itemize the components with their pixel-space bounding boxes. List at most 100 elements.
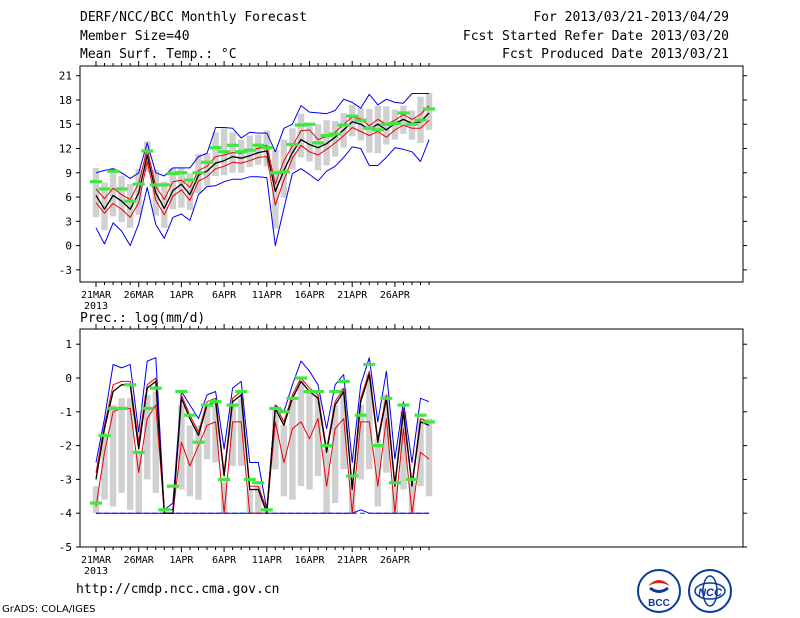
prec-spread-box bbox=[357, 405, 364, 480]
prec-obs-marker bbox=[294, 376, 307, 380]
temp-spread-box bbox=[289, 128, 296, 170]
prec-spread-box bbox=[178, 405, 185, 490]
temp-spread-box bbox=[349, 104, 356, 137]
temp-xtick-label: 11APR bbox=[252, 290, 283, 301]
temp-year-label: 2013 bbox=[84, 301, 108, 312]
temp-obs-marker bbox=[380, 122, 393, 126]
prec-obs-marker bbox=[397, 403, 410, 407]
temp-obs-marker bbox=[218, 150, 231, 154]
prec-obs-marker bbox=[235, 389, 248, 394]
prec-spread-box bbox=[195, 425, 202, 500]
prec-xtick-label: 1APR bbox=[169, 555, 194, 566]
prec-spread-box bbox=[400, 411, 407, 490]
prec-obs-marker bbox=[303, 389, 316, 394]
prec-spread-box bbox=[331, 405, 339, 504]
ncc-logo-text: NCC bbox=[698, 587, 723, 599]
temp-obs-marker bbox=[414, 118, 427, 122]
prec-ytick-label: -4 bbox=[59, 507, 73, 520]
prec-obs-marker bbox=[218, 477, 231, 482]
footer-url[interactable]: http://cmdp.ncc.cma.gov.cn bbox=[76, 582, 280, 597]
temp-obs-marker bbox=[201, 160, 214, 164]
prec-spread-box bbox=[101, 435, 108, 500]
prec-lower-line bbox=[95, 404, 430, 514]
prec-xtick-label: 26APR bbox=[380, 555, 411, 566]
prec-spread-box bbox=[212, 401, 219, 463]
bcc-logo-text: BCC bbox=[648, 598, 670, 609]
temp-spread-box bbox=[366, 108, 373, 153]
temp-obs-marker bbox=[235, 150, 248, 154]
prec-obs-marker bbox=[243, 477, 256, 482]
temp-obs-marker bbox=[277, 170, 290, 174]
temp-spread-box bbox=[169, 167, 177, 210]
temp-ytick-label: 0 bbox=[65, 240, 72, 253]
prec-obs-marker bbox=[380, 396, 393, 400]
temp-obs-marker bbox=[423, 107, 436, 111]
prec-obs-marker bbox=[277, 410, 290, 414]
temp-ytick-label: 21 bbox=[59, 70, 72, 83]
temp-obs-marker bbox=[346, 114, 359, 118]
prec-spread-box bbox=[425, 418, 433, 497]
forecast-period: For 2013/03/21-2013/04/29 bbox=[533, 10, 729, 25]
prec-max-line bbox=[95, 357, 430, 511]
prec-obs-marker bbox=[320, 444, 333, 448]
temp-max-line bbox=[95, 93, 430, 179]
temp-obs-marker bbox=[405, 122, 418, 126]
temp-obs-marker bbox=[312, 141, 325, 145]
prec-spread-box bbox=[92, 486, 100, 514]
temp-xtick-label: 21APR bbox=[337, 290, 368, 301]
temp-obs-marker bbox=[175, 171, 188, 175]
prec-title: Prec.: log(mm/d) bbox=[80, 311, 205, 326]
prec-obs-marker bbox=[423, 420, 436, 424]
temp-spread-box bbox=[280, 139, 288, 198]
temp-xtick-label: 16APR bbox=[294, 290, 325, 301]
prec-obs-marker bbox=[260, 508, 273, 512]
prec-spread-box bbox=[220, 482, 228, 514]
prec-obs-marker bbox=[269, 406, 282, 411]
temp-spread-box bbox=[178, 167, 185, 208]
temp-spread-box bbox=[323, 120, 330, 166]
prec-spread-box bbox=[109, 405, 117, 507]
temp-spread-box bbox=[425, 92, 433, 130]
prec-obs-marker bbox=[329, 389, 342, 394]
prec-ytick-label: 1 bbox=[65, 338, 72, 351]
prec-obs-marker bbox=[192, 440, 205, 444]
prec-xtick-label: 16APR bbox=[294, 555, 325, 566]
prec-obs-marker bbox=[201, 403, 214, 407]
prec-obs-marker bbox=[141, 406, 154, 411]
temp-obs-marker bbox=[354, 118, 367, 122]
temp-spread-box bbox=[306, 124, 313, 162]
temp-obs-marker bbox=[337, 123, 350, 127]
prec-obs-marker bbox=[166, 484, 179, 488]
prec-spread-box bbox=[186, 425, 194, 497]
prec-obs-marker bbox=[363, 362, 376, 367]
prec-spread-box bbox=[297, 381, 305, 487]
temp-obs-marker bbox=[320, 133, 333, 138]
prec-obs-marker bbox=[158, 508, 171, 512]
prec-spread-box bbox=[118, 398, 125, 493]
temp-obs-marker bbox=[269, 171, 282, 175]
prec-obs-marker bbox=[209, 400, 222, 404]
produced-date: Fcst Produced Date 2013/03/21 bbox=[502, 47, 729, 62]
temp-xtick-label: 21MAR bbox=[81, 290, 112, 301]
prec-spread-box bbox=[272, 408, 279, 470]
bcc-logo-icon: BCC bbox=[637, 569, 681, 613]
prec-spread-box bbox=[152, 391, 159, 493]
temp-spread-box bbox=[203, 153, 211, 186]
temp-spread-box bbox=[186, 173, 194, 210]
variable-label: Mean Surf. Temp.: °C bbox=[80, 47, 237, 62]
prec-spread-box bbox=[135, 452, 142, 514]
prec-obs-marker bbox=[175, 389, 188, 394]
temp-obs-marker bbox=[371, 128, 384, 132]
prec-spread-box bbox=[246, 489, 253, 514]
prec-obs-marker bbox=[98, 433, 111, 438]
temp-ytick-label: 3 bbox=[65, 215, 72, 228]
temp-obs-marker bbox=[192, 171, 205, 175]
prec-ytick-label: -5 bbox=[59, 541, 72, 554]
temp-xtick-label: 26MAR bbox=[124, 290, 155, 301]
prec-mean-line bbox=[95, 373, 430, 514]
prec-obs-marker bbox=[405, 477, 418, 482]
temp-spread-box bbox=[101, 182, 108, 231]
temp-obs-marker bbox=[124, 199, 137, 203]
prec-ytick-label: 0 bbox=[65, 372, 72, 385]
prec-obs-marker bbox=[354, 413, 367, 417]
